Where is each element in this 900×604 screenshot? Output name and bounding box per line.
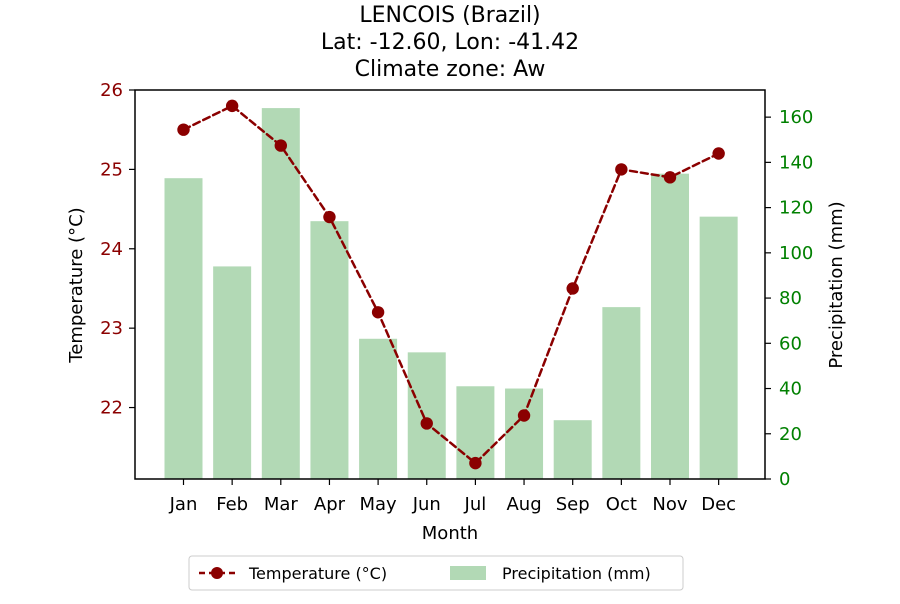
temperature-line-group (182, 104, 720, 465)
x-tick-label-aug: Aug (506, 494, 541, 515)
legend: Temperature (°C) Precipitation (mm) (188, 555, 684, 591)
legend-temperature-marker (211, 567, 223, 579)
x-tick-label-jun: Jun (412, 494, 441, 515)
chart-title-line-3: Climate zone: Aw (355, 57, 546, 82)
temperature-markers (177, 99, 725, 470)
right-tick-label-40: 40 (779, 379, 802, 400)
left-tick-label-24: 24 (100, 239, 123, 260)
left-tick-label-22: 22 (100, 398, 123, 419)
temperature-point-oct (615, 163, 628, 176)
left-tick-label-26: 26 (100, 80, 123, 101)
legend-precipitation-swatch (450, 566, 486, 580)
right-tick-label-140: 140 (779, 152, 813, 173)
x-tick-label-nov: Nov (652, 494, 687, 515)
x-tick-label-oct: Oct (606, 494, 637, 515)
right-tick-label-20: 20 (779, 424, 802, 445)
temperature-point-sep (566, 282, 579, 295)
precipitation-bar-mar (261, 108, 300, 479)
x-axis: Jan Feb Mar Apr May Jun Jul Aug Sep Oct Nov Dec (169, 479, 736, 515)
right-axis-label: Precipitation (mm) (826, 201, 847, 368)
x-tick-label-may: May (359, 494, 397, 515)
temperature-point-aug (517, 409, 531, 422)
precipitation-bar-sep (553, 420, 592, 479)
x-tick-label-jul: Jul (464, 494, 487, 515)
precipitation-bar-oct (602, 307, 641, 479)
x-tick-label-dec: Dec (701, 494, 736, 515)
precipitation-bar-jan (164, 178, 203, 479)
legend-temperature-label: Temperature (°C) (248, 564, 387, 583)
right-tick-label-80: 80 (779, 288, 802, 309)
x-axis-label: Month (422, 523, 478, 544)
right-tick-label-100: 100 (779, 243, 813, 264)
chart-title-line-2: Lat: -12.60, Lon: -41.42 (321, 30, 579, 55)
temperature-point-jun (420, 417, 433, 430)
temperature-point-dec (712, 147, 725, 160)
temperature-point-feb (225, 99, 239, 113)
left-axis-label: Temperature (°C) (66, 207, 87, 363)
precipitation-bar-aug (505, 388, 544, 479)
x-tick-label-apr: Apr (314, 494, 346, 515)
right-tick-label-160: 160 (779, 107, 813, 128)
chart-title-line-1: LENCOIS (Brazil) (359, 3, 540, 28)
right-tick-label-120: 120 (779, 198, 813, 219)
x-tick-label-jan: Jan (169, 494, 198, 515)
temperature-point-jul (469, 456, 482, 470)
temperature-point-may (371, 306, 385, 319)
temperature-point-mar (274, 139, 287, 152)
temperature-line (182, 104, 720, 465)
temperature-point-apr (323, 210, 336, 224)
precipitation-bar-may (359, 338, 398, 479)
right-tick-label-0: 0 (779, 469, 790, 490)
left-tick-label-25: 25 (100, 159, 123, 180)
precipitation-bar-dec (699, 216, 738, 479)
legend-box (188, 555, 684, 591)
precipitation-bar-jun (407, 352, 446, 479)
left-tick-label-23: 23 (100, 318, 123, 339)
precipitation-bar-nov (651, 173, 689, 479)
temperature-point-jan (177, 123, 190, 136)
plot-frame (134, 89, 766, 480)
right-tick-label-60: 60 (779, 333, 802, 354)
temperature-point-nov (663, 171, 677, 184)
right-axis: 0 20 40 60 80 100 120 140 160 (765, 107, 813, 490)
x-tick-label-feb: Feb (216, 494, 248, 515)
chart-title-group: LENCOIS (Brazil) Lat: -12.60, Lon: -41.4… (321, 3, 579, 82)
x-tick-label-mar: Mar (264, 494, 299, 515)
x-tick-label-sep: Sep (556, 494, 590, 515)
precipitation-bar-feb (213, 266, 252, 479)
left-axis: 22 23 24 25 26 (100, 80, 135, 419)
precipitation-bar-apr (310, 221, 349, 480)
legend-precipitation-label: Precipitation (mm) (502, 564, 651, 583)
